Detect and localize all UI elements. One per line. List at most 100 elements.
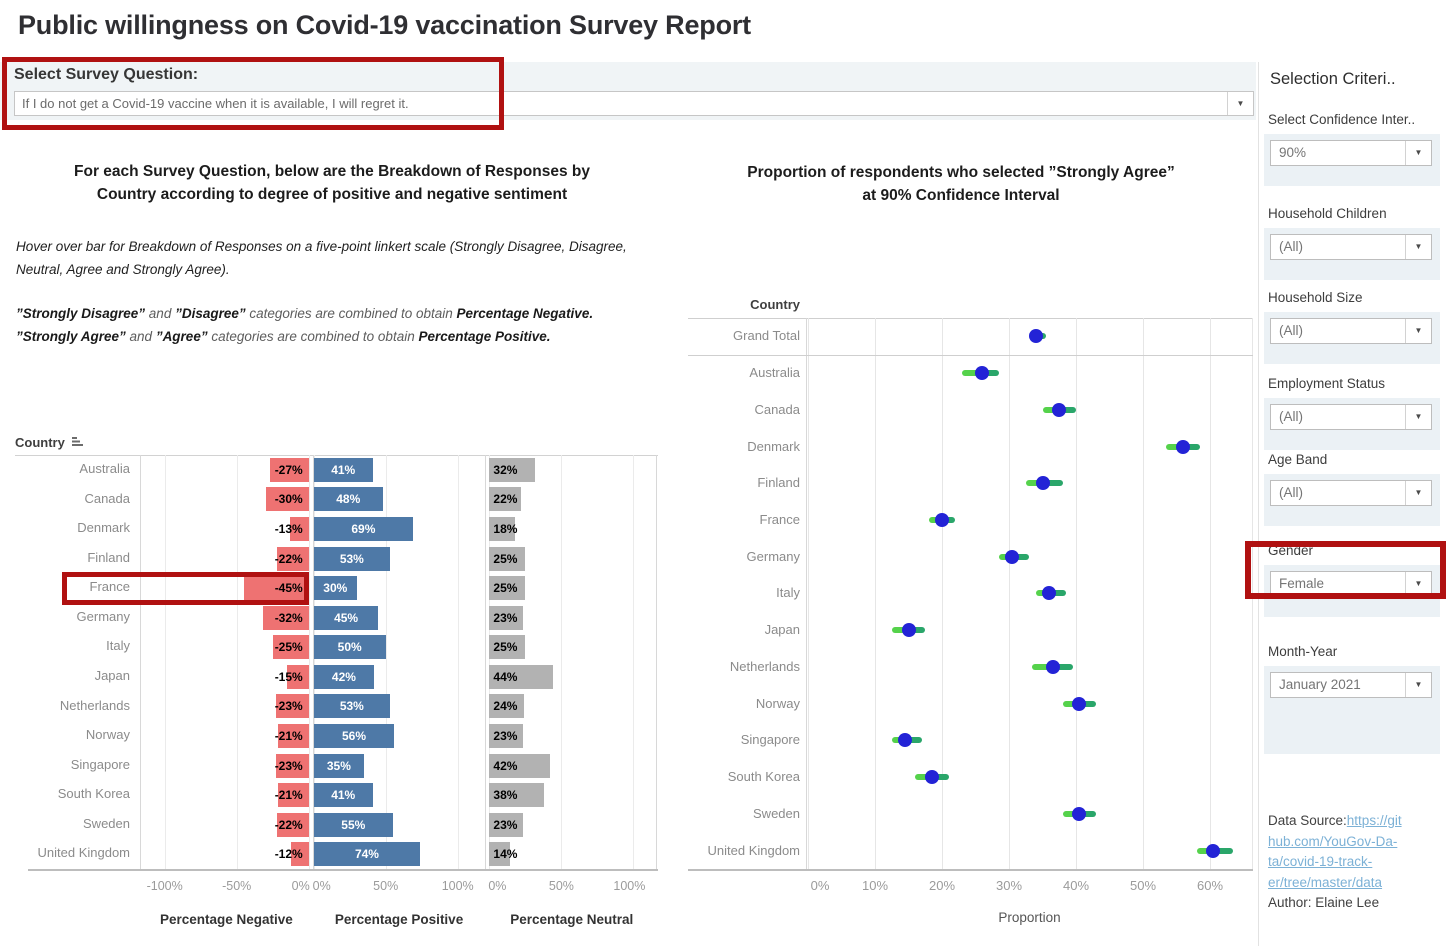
- bar-row-label-sweden: Sweden: [83, 815, 130, 831]
- dot-row-label-italy: Italy: [776, 585, 800, 601]
- chevron-down-icon[interactable]: ▼: [1405, 572, 1431, 596]
- bar-negative-france[interactable]: [243, 576, 309, 601]
- household-size-dropdown[interactable]: (All) ▼: [1270, 318, 1432, 344]
- bar-neutral-netherlands[interactable]: [489, 694, 524, 719]
- bar-neutral-canada[interactable]: [489, 487, 522, 512]
- dot-italy[interactable]: [1042, 586, 1057, 601]
- bar-positive-australia[interactable]: 41%: [313, 457, 373, 482]
- bar-positive-finland[interactable]: 53%: [313, 546, 390, 571]
- bar-neutral-sweden[interactable]: [489, 812, 523, 837]
- bar-negative-germany[interactable]: [262, 605, 309, 630]
- bar-negative-norway[interactable]: [278, 723, 309, 748]
- dot-plot-right-border: [1252, 318, 1253, 869]
- bar-positive-norway[interactable]: 56%: [313, 723, 395, 748]
- datasource-link[interactable]: er/tree/master/data: [1268, 874, 1383, 890]
- select-confidence-inter-dropdown[interactable]: 90% ▼: [1270, 140, 1432, 166]
- bar-positive-sweden[interactable]: 55%: [313, 812, 393, 837]
- bar-positive-denmark[interactable]: 69%: [313, 516, 414, 541]
- month-year-dropdown[interactable]: January 2021 ▼: [1270, 672, 1432, 698]
- bar-positive-value-canada: 48%: [336, 492, 361, 507]
- bar-positive-netherlands[interactable]: 53%: [313, 694, 390, 719]
- chevron-down-icon[interactable]: ▼: [1227, 92, 1253, 115]
- dot-axis-tick: 50%: [1129, 878, 1157, 893]
- dot-row-label-singapore: Singapore: [740, 732, 800, 748]
- bar-negative-singapore[interactable]: [275, 753, 309, 778]
- ci-lower-japan: [891, 627, 909, 634]
- sidebar-divider: [1258, 62, 1259, 946]
- dot-south-korea[interactable]: [924, 770, 939, 785]
- bar-row-label-united-kingdom: United Kingdom: [37, 845, 131, 861]
- ci-upper-sweden: [1079, 810, 1097, 817]
- chevron-down-icon[interactable]: ▼: [1405, 673, 1431, 697]
- bar-neutral-france[interactable]: [489, 576, 526, 601]
- bar-negative-netherlands[interactable]: [275, 694, 309, 719]
- datasource-link[interactable]: ta/covid-19-track-: [1268, 854, 1373, 869]
- bar-neutral-singapore[interactable]: [489, 753, 550, 778]
- dot-chart-plot: Grand Total Australia Canada Denmark Finland…: [688, 318, 1253, 869]
- dot-canada[interactable]: [1052, 402, 1067, 417]
- bar-positive-germany[interactable]: 45%: [313, 605, 379, 630]
- bar-axis-title-percentage-neutral: Percentage Neutral: [510, 912, 634, 927]
- chevron-down-icon[interactable]: ▼: [1405, 405, 1431, 429]
- datasource-link[interactable]: https://git: [1346, 813, 1402, 828]
- bar-negative-south-korea[interactable]: [278, 783, 309, 808]
- bar-negative-japan[interactable]: [287, 664, 309, 689]
- bar-neutral-norway[interactable]: [489, 723, 523, 748]
- dot-singapore[interactable]: [898, 733, 913, 748]
- chevron-down-icon[interactable]: ▼: [1405, 141, 1431, 165]
- age-band-dropdown[interactable]: (All) ▼: [1270, 480, 1432, 506]
- bar-negative-united-kingdom[interactable]: [291, 842, 309, 867]
- survey-question-dropdown[interactable]: If I do not get a Covid-19 vaccine when …: [14, 91, 1254, 116]
- page-title: Public willingness on Covid-19 vaccinati…: [18, 10, 751, 40]
- dot-japan[interactable]: [901, 623, 916, 638]
- bar-neutral-japan[interactable]: [489, 664, 553, 689]
- bar-positive-france[interactable]: 30%: [313, 576, 357, 601]
- bar-neutral-finland[interactable]: [489, 546, 526, 571]
- ci-upper-netherlands: [1052, 663, 1073, 670]
- gender-dropdown[interactable]: Female ▼: [1270, 571, 1432, 597]
- bar-neutral-south-korea[interactable]: [489, 783, 545, 808]
- chevron-down-icon[interactable]: ▼: [1405, 319, 1431, 343]
- dot-netherlands[interactable]: [1045, 659, 1060, 674]
- bar-neutral-value-norway: 23%: [493, 728, 518, 743]
- bar-positive-united-kingdom[interactable]: 74%: [313, 842, 421, 867]
- sort-icon[interactable]: [72, 436, 84, 447]
- bar-negative-sweden[interactable]: [277, 812, 309, 837]
- bar-negative-finland[interactable]: [277, 546, 309, 571]
- bar-neutral-italy[interactable]: [489, 635, 526, 660]
- dot-grand-total[interactable]: [1028, 329, 1043, 344]
- bar-neutral-denmark[interactable]: [489, 516, 516, 541]
- bar-gridline: [489, 455, 491, 869]
- dot-united-kingdom[interactable]: [1206, 843, 1221, 858]
- dot-france[interactable]: [935, 513, 949, 527]
- bar-positive-canada[interactable]: 48%: [313, 487, 383, 512]
- bar-negative-denmark[interactable]: [289, 516, 309, 541]
- filter-panel-month-year: January 2021 ▼: [1264, 666, 1440, 754]
- dot-germany[interactable]: [1005, 549, 1020, 564]
- employment-status-dropdown[interactable]: (All) ▼: [1270, 404, 1432, 430]
- dot-finland[interactable]: [1035, 476, 1050, 491]
- bar-neutral-australia[interactable]: [489, 457, 536, 482]
- bar-neutral-united-kingdom[interactable]: [489, 842, 510, 867]
- household-children-dropdown[interactable]: (All) ▼: [1270, 234, 1432, 260]
- dot-denmark[interactable]: [1176, 439, 1191, 454]
- bar-positive-italy[interactable]: 50%: [313, 635, 386, 660]
- bar-negative-australia[interactable]: [269, 457, 309, 482]
- datasource-link[interactable]: hub.com/YouGov-Da-: [1268, 833, 1398, 849]
- dot-sweden[interactable]: [1072, 806, 1087, 821]
- dot-australia[interactable]: [975, 366, 990, 381]
- bar-panel-border: [140, 455, 141, 869]
- bar-negative-canada[interactable]: [265, 487, 309, 512]
- bar-positive-value-singapore: 35%: [326, 758, 351, 773]
- bar-neutral-germany[interactable]: [489, 605, 523, 630]
- dot-norway[interactable]: [1072, 696, 1087, 711]
- chevron-down-icon[interactable]: ▼: [1405, 235, 1431, 259]
- bar-negative-italy[interactable]: [272, 635, 309, 660]
- ci-lower-united-kingdom: [1196, 847, 1214, 854]
- bar-positive-japan[interactable]: 42%: [313, 664, 375, 689]
- bar-positive-south-korea[interactable]: 41%: [313, 783, 373, 808]
- bar-positive-singapore[interactable]: 35%: [313, 753, 365, 778]
- ci-upper-finland: [1042, 480, 1063, 487]
- dot-row-label-finland: Finland: [757, 475, 800, 491]
- chevron-down-icon[interactable]: ▼: [1405, 481, 1431, 505]
